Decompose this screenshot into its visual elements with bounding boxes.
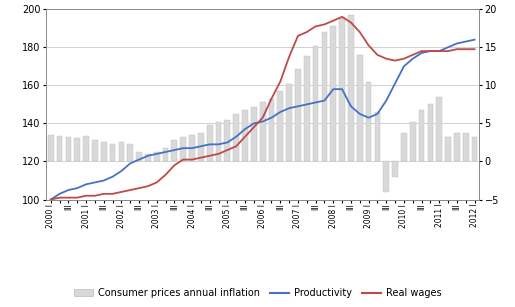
Bar bbox=[383, 161, 389, 192]
Bar bbox=[427, 104, 433, 161]
Bar bbox=[348, 15, 354, 161]
Bar bbox=[339, 18, 345, 161]
Bar bbox=[286, 84, 292, 161]
Bar bbox=[83, 136, 89, 161]
Bar bbox=[313, 46, 318, 161]
Bar bbox=[260, 102, 266, 161]
Bar bbox=[357, 55, 363, 161]
Bar bbox=[410, 122, 416, 161]
Bar bbox=[374, 112, 380, 161]
Bar bbox=[118, 142, 124, 161]
Bar bbox=[321, 32, 328, 161]
Bar bbox=[401, 133, 407, 161]
Bar bbox=[101, 142, 107, 161]
Bar bbox=[392, 161, 398, 177]
Bar bbox=[295, 68, 301, 161]
Bar bbox=[278, 91, 283, 161]
Bar bbox=[92, 140, 98, 161]
Bar bbox=[57, 136, 62, 161]
Bar bbox=[242, 110, 248, 161]
Bar bbox=[331, 26, 336, 161]
Bar bbox=[48, 135, 54, 161]
Bar bbox=[366, 82, 371, 161]
Bar bbox=[233, 114, 239, 161]
Bar bbox=[145, 154, 151, 161]
Legend: Consumer prices annual inflation, Productivity, Real wages: Consumer prices annual inflation, Produc… bbox=[70, 284, 445, 302]
Bar bbox=[74, 138, 80, 161]
Bar bbox=[198, 133, 204, 161]
Bar bbox=[445, 137, 451, 161]
Bar bbox=[454, 133, 460, 161]
Bar bbox=[127, 144, 133, 161]
Bar bbox=[472, 137, 477, 161]
Bar bbox=[269, 99, 274, 161]
Bar bbox=[419, 110, 424, 161]
Bar bbox=[251, 107, 256, 161]
Bar bbox=[163, 148, 168, 161]
Bar bbox=[189, 135, 195, 161]
Bar bbox=[136, 152, 142, 161]
Bar bbox=[110, 144, 115, 161]
Bar bbox=[225, 120, 230, 161]
Bar bbox=[207, 125, 213, 161]
Bar bbox=[436, 97, 442, 161]
Bar bbox=[154, 152, 160, 161]
Bar bbox=[304, 56, 310, 161]
Bar bbox=[180, 137, 186, 161]
Bar bbox=[171, 140, 177, 161]
Bar bbox=[216, 122, 221, 161]
Bar bbox=[65, 137, 71, 161]
Bar bbox=[463, 133, 469, 161]
